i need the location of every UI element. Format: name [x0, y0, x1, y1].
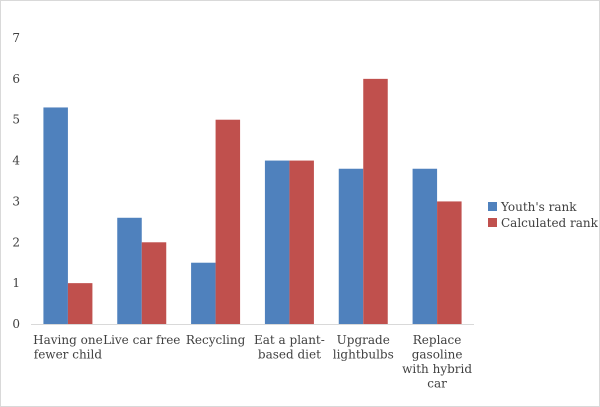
- y-tick-label: 5: [12, 113, 20, 127]
- y-tick-label: 7: [12, 31, 20, 45]
- bar-calculated: [215, 119, 241, 324]
- y-tick-label: 6: [12, 72, 20, 86]
- legend-swatch-calculated: [488, 218, 497, 227]
- bar-youth: [338, 168, 364, 324]
- x-category-label: Upgrade: [337, 333, 390, 347]
- bar-youth: [117, 217, 142, 324]
- x-category-label: gasoline: [412, 348, 463, 362]
- x-category-label: with hybrid: [402, 362, 472, 376]
- legend-swatch-youth: [488, 202, 497, 211]
- bar-youth: [412, 168, 438, 324]
- x-category-label: fewer child: [34, 348, 103, 362]
- x-category-label: lightbulbs: [333, 348, 394, 362]
- x-category-label: based diet: [258, 348, 321, 362]
- y-tick-label: 2: [12, 235, 20, 249]
- legend-label: Calculated rank: [501, 216, 599, 230]
- y-tick-label: 4: [12, 154, 20, 168]
- y-tick-label: 0: [12, 317, 20, 331]
- x-category-label: Having one: [33, 333, 103, 347]
- bar-calculated: [437, 201, 462, 324]
- legend-label: Youth's rank: [500, 200, 577, 214]
- x-category-label: Replace: [413, 333, 462, 347]
- y-tick-label: 1: [12, 276, 20, 290]
- x-category-label: Live car free: [103, 333, 180, 347]
- y-tick-label: 3: [12, 194, 20, 208]
- bar-calculated: [289, 160, 314, 324]
- bar-calculated: [141, 242, 167, 324]
- x-category-label: Eat a plant-: [254, 333, 325, 347]
- x-category-label: Recycling: [186, 333, 246, 347]
- bar-calculated: [363, 78, 388, 324]
- bar-youth: [43, 107, 68, 324]
- bar-youth: [191, 262, 216, 324]
- bar-youth: [264, 160, 290, 324]
- x-category-label: car: [427, 377, 447, 391]
- bar-calculated: [67, 283, 93, 324]
